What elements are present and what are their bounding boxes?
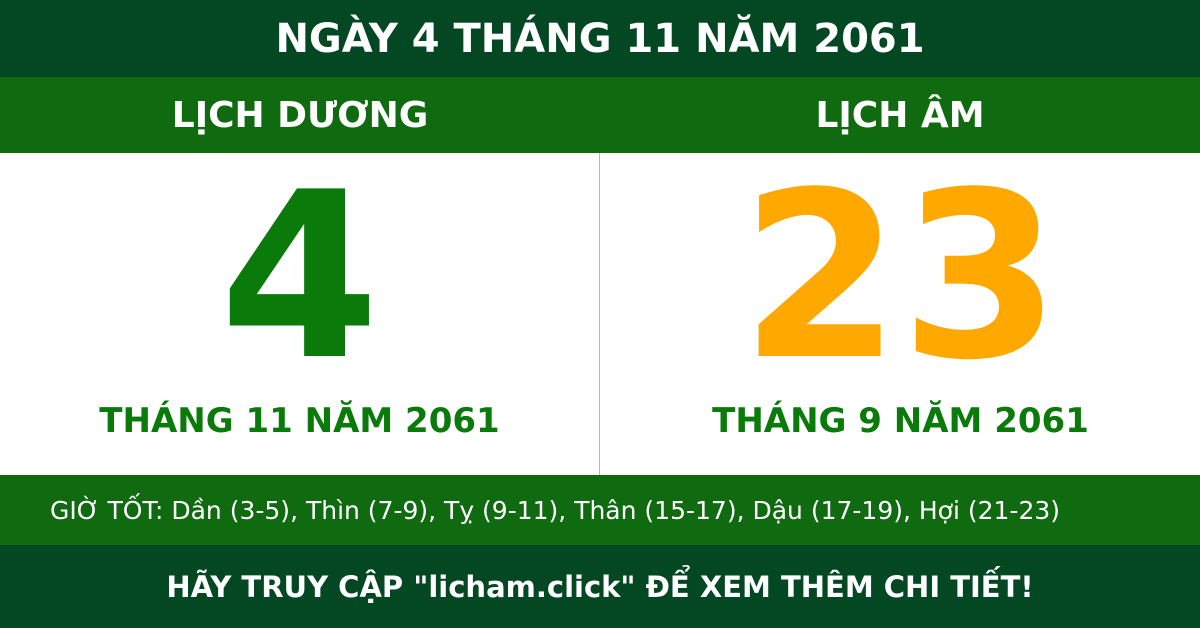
footer-cta: HÃY TRUY CẬP "licham.click" ĐỂ XEM THÊM …	[0, 545, 1200, 628]
lunar-day: 23	[740, 144, 1061, 411]
page-title: NGÀY 4 THÁNG 11 NĂM 2061	[0, 0, 1200, 77]
lunar-month-year: THÁNG 9 NĂM 2061	[712, 401, 1089, 441]
solar-month-year: THÁNG 11 NĂM 2061	[99, 401, 500, 441]
lunar-header: LỊCH ÂM	[600, 77, 1200, 153]
lunar-panel: 23 THÁNG 9 NĂM 2061	[601, 153, 1200, 475]
solar-day: 4	[219, 144, 380, 411]
solar-panel: 4 THÁNG 11 NĂM 2061	[0, 153, 599, 475]
solar-header: LỊCH DƯƠNG	[0, 77, 600, 153]
good-hours: GIỜ TỐT: Dần (3-5), Thìn (7-9), Tỵ (9-11…	[0, 475, 1200, 545]
divider	[599, 153, 600, 475]
